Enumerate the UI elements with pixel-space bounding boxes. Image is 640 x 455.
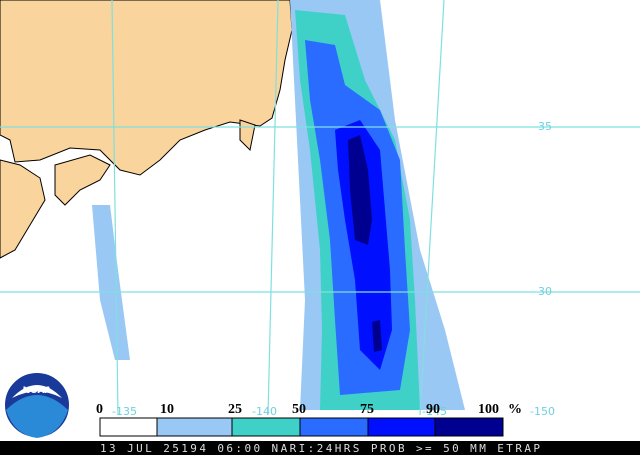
lon-label: -140 — [252, 405, 277, 418]
lat-label: 35 — [538, 120, 552, 133]
legend-label: 75 — [360, 402, 374, 417]
footer-text: 13 JUL 25194 06:00 NARI:24HRS PROB >= 50… — [100, 442, 540, 455]
noaa-logo: NOAA — [3, 371, 71, 439]
legend-unit: % — [508, 402, 522, 417]
lat-label: 30 — [538, 285, 552, 298]
logo-text: NOAA — [23, 386, 52, 396]
lon-label: -150 — [530, 405, 555, 418]
grid-line — [267, 0, 279, 416]
legend-label: 90 — [426, 402, 440, 417]
graticule — [0, 0, 640, 416]
prob-90 — [348, 135, 372, 245]
legend: 0 10 25 50 75 90 100 % — [96, 402, 522, 437]
grid-line — [419, 0, 445, 416]
rain-band — [92, 0, 465, 410]
prob-10 — [92, 205, 130, 360]
prob-75 — [335, 120, 392, 370]
legend-label: 0 — [96, 402, 103, 417]
footer-bar — [0, 441, 640, 455]
legend-label: 50 — [292, 402, 306, 417]
legend-label: 10 — [160, 402, 174, 417]
legend-label: 25 — [228, 402, 242, 417]
prob-90 — [372, 320, 382, 352]
land — [0, 0, 293, 259]
lon-label: -145 — [422, 405, 447, 418]
grid-line — [111, 0, 119, 416]
lon-label: -135 — [112, 405, 137, 418]
legend-label: 100 — [478, 402, 499, 417]
